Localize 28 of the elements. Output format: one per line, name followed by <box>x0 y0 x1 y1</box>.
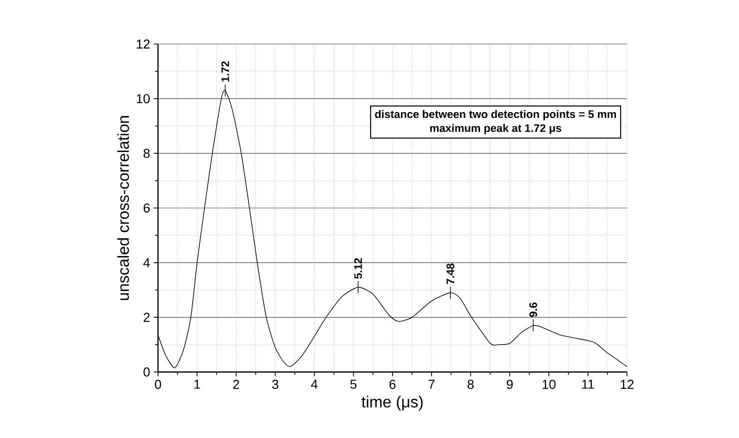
y-tick-label: 6 <box>144 203 150 213</box>
y-tick-label: 8 <box>144 148 150 158</box>
x-tick-label: 3 <box>272 380 278 389</box>
x-tick-label: 8 <box>468 380 474 389</box>
annotation: 9.6 <box>529 302 538 317</box>
annotation: 7.48 <box>446 264 454 284</box>
x-tick-label: 1 <box>194 380 200 389</box>
x-tick-label: 6 <box>390 380 396 389</box>
y-tick-label: 4 <box>143 258 150 268</box>
x-tick-label: 9 <box>506 380 513 389</box>
y-tick-label: 2 <box>144 312 150 322</box>
y-axis-title: unscaled cross-correlation <box>117 116 129 300</box>
annotation: 1.72 <box>221 61 230 82</box>
annotation: maximum peak at 1.72 μs <box>430 124 562 134</box>
annotation: distance between two detection points = 5 mm <box>375 110 616 120</box>
x-tick-label: 5 <box>350 380 356 389</box>
annotation: 5.12 <box>354 258 362 279</box>
x-tick-label: 12 <box>620 380 634 389</box>
y-tick-label: 0 <box>144 367 150 377</box>
x-axis-title: time (μs) <box>362 396 423 411</box>
x-tick-label: 7 <box>428 380 435 389</box>
y-tick-label: 12 <box>136 39 150 49</box>
x-tick-label: 11 <box>582 380 594 389</box>
x-tick-label: 10 <box>542 380 556 389</box>
y-tick-label: 10 <box>136 94 150 104</box>
x-tick-label: 0 <box>154 380 162 389</box>
x-tick-label: 4 <box>311 380 318 389</box>
x-tick-label: 2 <box>233 380 240 389</box>
